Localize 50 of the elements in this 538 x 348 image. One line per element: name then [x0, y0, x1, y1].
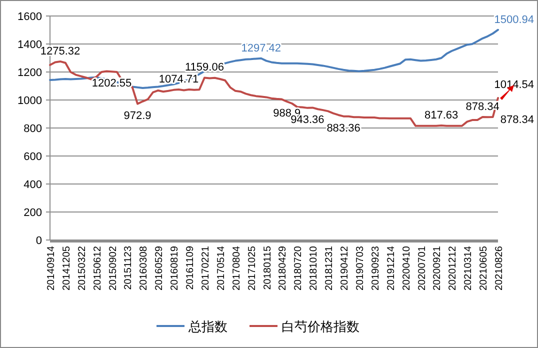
x-tick-label: 20171025 [246, 246, 258, 290]
x-tick-label: 20141205 [61, 246, 72, 290]
data-label: 1297.42 [241, 42, 282, 54]
x-tick-label: 20140914 [46, 246, 57, 290]
x-tick-label: 20190923 [370, 246, 382, 290]
x-tick-label: 20200410 [401, 246, 412, 290]
x-tick-label: 20210314 [463, 246, 474, 290]
y-tick-label: 1000 [18, 95, 42, 107]
x-tick-label: 20150322 [76, 246, 88, 290]
x-tick-label: 20180429 [278, 246, 289, 290]
y-tick-label: 400 [24, 179, 42, 191]
x-tick-label: 20160819 [170, 246, 181, 290]
x-tick-label: 20191214 [386, 246, 397, 290]
x-tick-label: 20160308 [138, 246, 150, 290]
x-tick-label: 20190703 [354, 246, 366, 290]
data-label: 943.36 [290, 114, 324, 126]
y-tick-label: 1600 [18, 11, 42, 23]
data-label: 1500.94 [494, 14, 534, 26]
x-tick-label: 20210826 [494, 246, 505, 290]
legend-label: 总指数 [188, 319, 228, 334]
x-tick-label: 20150902 [108, 246, 119, 290]
y-tick-label: 0 [36, 235, 42, 247]
x-tick-label: 20180720 [293, 246, 304, 290]
data-label: 1275.32 [40, 45, 80, 58]
x-tick-label: 20190412 [340, 246, 351, 290]
y-tick-label: 800 [24, 123, 42, 135]
y-tick-label: 1400 [18, 39, 42, 51]
x-tick-label: 20181010 [308, 246, 320, 290]
y-tick-label: 1200 [18, 67, 42, 79]
x-tick-label: 20210605 [478, 246, 490, 290]
y-tick-label: 600 [24, 151, 42, 163]
x-tick-label: 20170804 [231, 246, 242, 290]
x-tick-label: 20161109 [185, 246, 196, 290]
x-tick-label: 20151123 [123, 246, 134, 290]
x-tick-label: 20180115 [262, 246, 274, 290]
data-label: 972.9 [124, 110, 152, 122]
data-label: 1014.54 [494, 78, 534, 91]
x-tick-label: 20181231 [324, 246, 336, 290]
data-label: 878.34 [500, 114, 534, 126]
legend-label: 白芍价格指数 [282, 319, 360, 334]
x-tick-label: 20200701 [416, 246, 428, 290]
data-label: 817.63 [424, 110, 458, 122]
x-tick-label: 20170221 [200, 246, 212, 290]
x-tick-label: 20150612 [92, 246, 104, 290]
x-tick-label: 20170514 [216, 246, 227, 290]
x-tick-label: 20200921 [432, 246, 444, 290]
x-tick-label: 20201212 [448, 246, 459, 290]
data-label: 883.36 [326, 122, 360, 134]
y-tick-label: 200 [24, 207, 42, 219]
x-tick-label: 20160529 [154, 246, 166, 290]
